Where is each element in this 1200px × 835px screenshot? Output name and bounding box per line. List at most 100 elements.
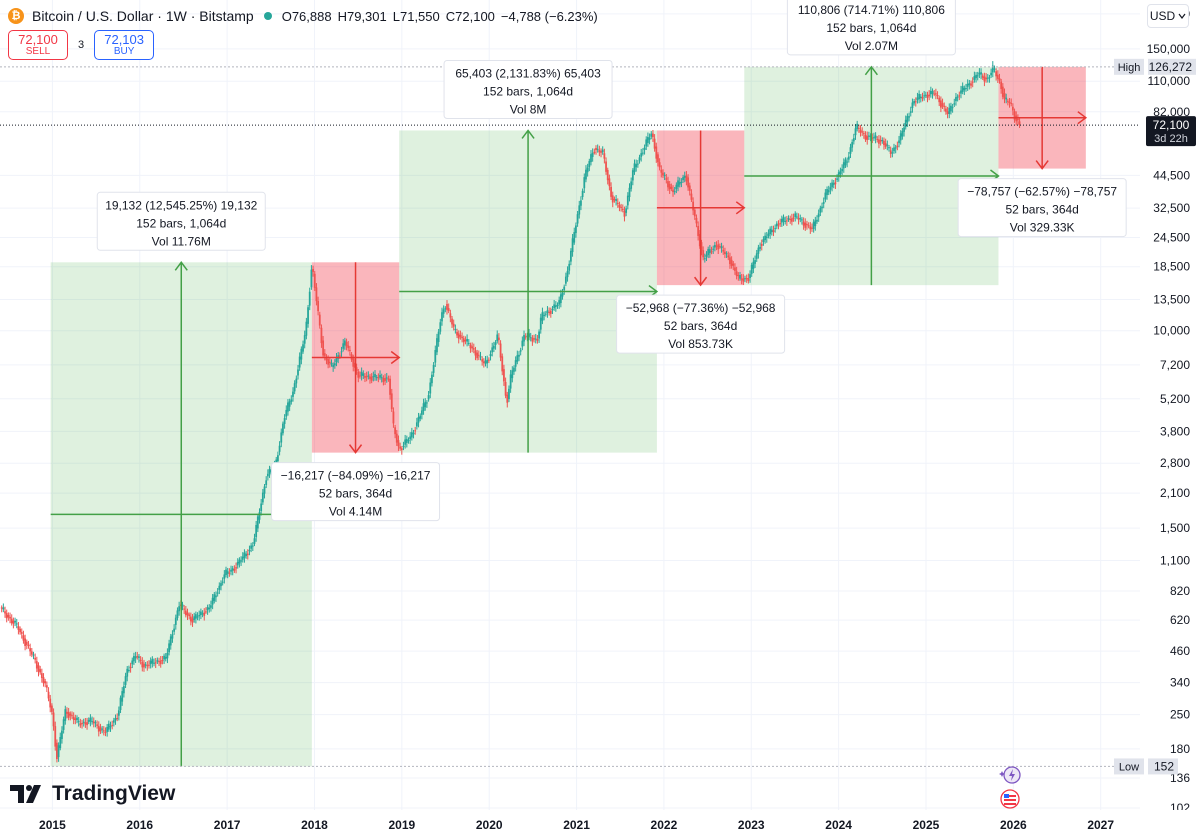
price-tick-label: 3,800 bbox=[1160, 424, 1190, 438]
price-candle bbox=[732, 263, 735, 266]
currency-selector[interactable]: USD bbox=[1147, 4, 1189, 28]
price-candle bbox=[25, 641, 28, 645]
price-candle bbox=[516, 355, 519, 362]
price-candle bbox=[45, 685, 48, 688]
price-candle bbox=[528, 333, 530, 337]
price-candle bbox=[836, 178, 838, 180]
time-axis[interactable] bbox=[0, 810, 1200, 835]
price-candle bbox=[71, 715, 73, 717]
price-candle bbox=[491, 347, 494, 353]
price-candle bbox=[317, 301, 319, 312]
price-candle bbox=[829, 187, 832, 190]
price-candle bbox=[816, 219, 818, 222]
price-candle bbox=[477, 354, 480, 356]
price-candle bbox=[926, 94, 929, 98]
price-candle bbox=[173, 628, 176, 632]
price-candle bbox=[303, 335, 306, 344]
price-candle bbox=[1001, 86, 1004, 97]
price-candle bbox=[159, 660, 162, 665]
price-candle bbox=[459, 335, 462, 337]
measure-label-box bbox=[786, 0, 956, 56]
price-candle bbox=[10, 618, 13, 624]
price-candle bbox=[226, 571, 229, 574]
price-candle bbox=[370, 376, 373, 381]
price-candle bbox=[72, 716, 75, 720]
price-candle bbox=[89, 717, 92, 722]
price-candle bbox=[277, 455, 279, 462]
price-candle bbox=[149, 660, 152, 665]
price-candle bbox=[663, 175, 666, 177]
price-candle bbox=[554, 305, 557, 308]
price-candle bbox=[124, 676, 127, 685]
price-candle bbox=[647, 137, 649, 143]
high-tag-label: High bbox=[1118, 62, 1141, 74]
price-candle bbox=[248, 549, 251, 552]
low-value: L71,550 bbox=[392, 8, 440, 24]
lightning-sparkle-icon[interactable] bbox=[999, 765, 1021, 785]
price-candle bbox=[906, 116, 909, 123]
price-candle bbox=[958, 95, 961, 97]
price-candle bbox=[693, 209, 696, 217]
price-candle bbox=[529, 337, 532, 339]
tradingview-logo[interactable]: TradingView bbox=[10, 782, 175, 806]
price-candle bbox=[675, 184, 678, 190]
price-candle bbox=[332, 364, 335, 368]
price-candle bbox=[744, 278, 746, 280]
price-tick-label: 2,800 bbox=[1160, 456, 1190, 470]
price-candle bbox=[712, 248, 715, 250]
price-candle bbox=[531, 337, 534, 342]
price-candle bbox=[7, 614, 10, 618]
price-candle bbox=[283, 418, 286, 424]
price-tick-label: 7,200 bbox=[1160, 358, 1190, 372]
price-candle bbox=[265, 480, 268, 485]
price-candle bbox=[857, 127, 860, 129]
measure-label-line-2: 152 bars, 1,064d bbox=[826, 21, 916, 35]
price-candle bbox=[991, 65, 994, 73]
price-candle bbox=[328, 361, 331, 364]
price-candle bbox=[841, 168, 844, 172]
price-candle bbox=[519, 350, 522, 352]
price-candle bbox=[879, 139, 882, 142]
price-candle bbox=[467, 342, 470, 344]
price-tick-label: 13,500 bbox=[1153, 293, 1190, 307]
price-candle bbox=[983, 76, 986, 82]
price-candle bbox=[494, 342, 497, 345]
price-candle bbox=[660, 169, 663, 173]
price-candle bbox=[457, 333, 460, 339]
price-candle bbox=[511, 370, 514, 379]
price-candle bbox=[683, 175, 686, 178]
price-candle bbox=[176, 610, 179, 619]
buy-button[interactable]: 72,103 BUY bbox=[94, 30, 155, 60]
price-candle bbox=[569, 250, 572, 262]
price-candle bbox=[715, 245, 718, 247]
ohlc-values: O76,888 H79,301 L71,550 C72,100 −4,788 (… bbox=[282, 9, 598, 24]
buy-label: BUY bbox=[113, 45, 135, 57]
price-candle bbox=[208, 607, 211, 609]
price-candle bbox=[280, 432, 283, 443]
price-tick-label: 1,500 bbox=[1160, 521, 1190, 535]
price-candle bbox=[432, 365, 435, 373]
price-candle bbox=[662, 172, 664, 176]
price-candle bbox=[295, 378, 298, 384]
price-candle bbox=[692, 201, 695, 211]
price-candle bbox=[638, 157, 641, 161]
sell-button[interactable]: 72,100 SELL bbox=[8, 30, 68, 60]
price-tick-label: 460 bbox=[1170, 644, 1190, 658]
us-calendar-icon[interactable] bbox=[999, 789, 1021, 809]
price-candle bbox=[941, 103, 944, 107]
price-candle bbox=[444, 308, 447, 310]
price-candle bbox=[245, 553, 248, 557]
price-candle bbox=[975, 74, 977, 79]
price-candle bbox=[688, 185, 691, 191]
price-candle bbox=[792, 217, 795, 219]
price-candle bbox=[327, 359, 330, 365]
price-candle bbox=[5, 613, 8, 619]
price-candle bbox=[498, 337, 500, 341]
symbol-title[interactable]: Bitcoin / U.S. Dollar · 1W · Bitstamp bbox=[32, 8, 254, 24]
measure-label-6: −78,757 (−62.57%) −78,757 52 bars, 364d Vo… bbox=[957, 178, 1127, 238]
price-candle bbox=[333, 363, 336, 366]
year-tick-label: 2025 bbox=[913, 818, 940, 832]
price-candle bbox=[397, 440, 400, 447]
price-candle bbox=[772, 230, 775, 233]
